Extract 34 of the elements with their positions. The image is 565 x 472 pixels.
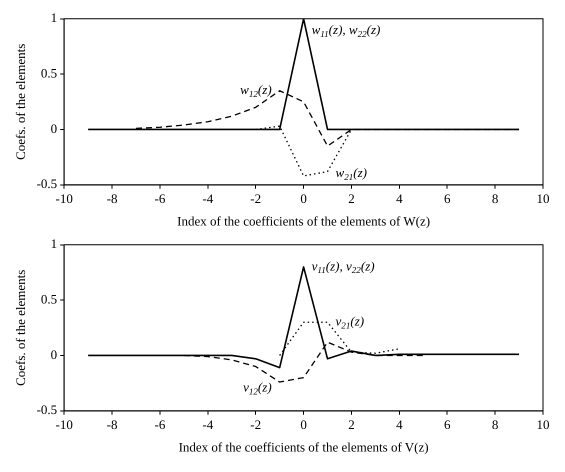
y-tick-label: 0.5 bbox=[40, 66, 58, 81]
x-tick-label: 2 bbox=[348, 191, 355, 206]
x-tick-label: 6 bbox=[444, 191, 451, 206]
y-tick-label: -0.5 bbox=[36, 402, 58, 418]
x-tick-label: -2 bbox=[250, 417, 262, 432]
y-axis-title: Coefs. of the elements bbox=[13, 44, 28, 160]
x-tick-label: 4 bbox=[396, 417, 404, 432]
y-tick-label: 1 bbox=[50, 236, 58, 252]
x-axis-title: Index of the coefficients of the elements of V(z) bbox=[178, 440, 429, 455]
x-tick-label: 6 bbox=[444, 417, 451, 432]
x-tick-label: 8 bbox=[492, 191, 498, 206]
x-axis-title: Index of the coefficients of the elements of W(z) bbox=[177, 214, 430, 229]
x-tick-label: 10 bbox=[536, 191, 550, 206]
x-tick-label: 8 bbox=[492, 417, 498, 432]
x-tick-label: -8 bbox=[106, 417, 118, 432]
x-tick-label: 4 bbox=[396, 191, 404, 206]
x-tick-label: -10 bbox=[56, 191, 73, 206]
x-tick-label: -4 bbox=[202, 191, 214, 206]
y-tick-label: 1 bbox=[50, 10, 58, 26]
x-tick-label: -6 bbox=[154, 191, 166, 206]
x-tick-label: -4 bbox=[202, 417, 214, 432]
x-tick-label: -6 bbox=[154, 417, 166, 432]
y-axis-title: Coefs. of the elements bbox=[13, 270, 28, 386]
y-tick-label: 0 bbox=[50, 120, 58, 136]
x-tick-label: 0 bbox=[300, 417, 307, 432]
x-tick-label: 0 bbox=[300, 191, 307, 206]
x-tick-label: -8 bbox=[106, 191, 118, 206]
x-tick-label: 2 bbox=[348, 417, 355, 432]
x-tick-label: -10 bbox=[56, 417, 73, 432]
y-tick-label: 0.5 bbox=[40, 292, 58, 307]
x-tick-label: 10 bbox=[536, 417, 550, 432]
y-tick-label: -0.5 bbox=[36, 176, 58, 192]
x-tick-label: -2 bbox=[250, 191, 262, 206]
y-tick-label: 0 bbox=[50, 346, 58, 362]
